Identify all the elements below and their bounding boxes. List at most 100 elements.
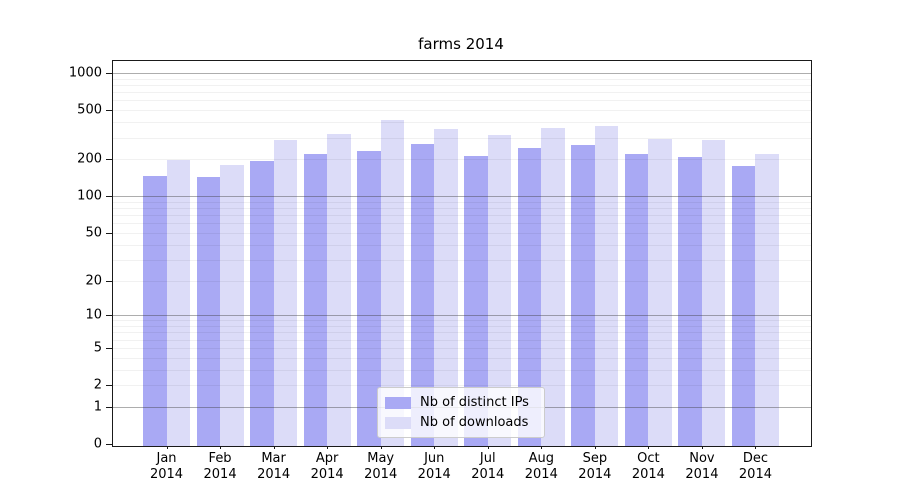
y-tick-mark-5 — [106, 347, 112, 349]
x-tick-label-jun: Jun 2014 — [402, 451, 466, 483]
bar-distinct-ips-dec — [731, 166, 756, 446]
bar-distinct-ips-aug — [517, 148, 542, 446]
x-tick-year-jun: 2014 — [417, 467, 451, 482]
x-tick-mark-dec — [755, 445, 757, 449]
legend-swatch-distinct-ips — [385, 396, 411, 409]
x-tick-year-mar: 2014 — [257, 467, 291, 482]
x-tick-year-may: 2014 — [364, 467, 398, 482]
bar-distinct-ips-jul — [464, 156, 488, 446]
y-tick-label-100: 100 — [77, 188, 102, 204]
gridline-600 — [113, 100, 811, 102]
y-tick-mark-1000 — [106, 72, 112, 74]
y-tick-label-1000: 1000 — [68, 65, 102, 81]
legend-item-downloads: Nb of downloads — [385, 414, 535, 431]
bar-downloads-dec — [755, 154, 779, 446]
x-tick-year-jan: 2014 — [149, 467, 184, 482]
x-tick-mark-sep — [594, 445, 596, 449]
bar-downloads-mar — [273, 140, 298, 446]
x-tick-label-jan: Jan 2014 — [135, 451, 199, 483]
y-tick-mark-200 — [106, 159, 112, 161]
x-tick-mark-may — [380, 445, 382, 449]
gridline-300 — [113, 137, 811, 139]
bar-distinct-ips-mar — [250, 160, 274, 446]
y-tick-mark-50 — [106, 232, 112, 234]
bar-downloads-may — [380, 120, 405, 446]
bar-downloads-aug — [541, 128, 565, 446]
y-tick-mark-2 — [106, 385, 112, 386]
x-tick-mark-mar — [273, 445, 275, 449]
x-tick-year-apr: 2014 — [310, 467, 344, 482]
gridline-400 — [113, 122, 811, 124]
x-tick-label-dec: Dec 2014 — [723, 451, 787, 483]
x-tick-year-jul: 2014 — [471, 467, 505, 482]
bar-downloads-jan — [166, 160, 191, 446]
x-tick-label-jul: Jul 2014 — [456, 451, 520, 483]
x-tick-label-oct: Oct 2014 — [616, 451, 680, 483]
y-tick-mark-0 — [106, 444, 112, 445]
x-tick-year-oct: 2014 — [631, 467, 665, 482]
gridline-900 — [113, 78, 811, 80]
bar-distinct-ips-sep — [571, 145, 595, 446]
x-tick-year-nov: 2014 — [685, 467, 719, 482]
y-tick-label-200: 200 — [77, 151, 102, 167]
chart-title: farms 2014 — [418, 35, 504, 53]
x-tick-mark-apr — [327, 445, 329, 449]
y-tick-label-10: 10 — [85, 307, 102, 323]
x-tick-mark-jun — [434, 445, 436, 449]
gridline-1000 — [113, 72, 811, 74]
gridline-800 — [113, 84, 811, 86]
x-tick-mark-aug — [541, 445, 543, 449]
bar-distinct-ips-feb — [196, 177, 221, 446]
bar-distinct-ips-jan — [143, 175, 167, 446]
y-tick-mark-10 — [106, 315, 112, 317]
x-tick-mark-jul — [487, 445, 489, 449]
x-tick-mark-jan — [166, 445, 168, 449]
y-tick-label-0: 0 — [93, 436, 102, 452]
bar-distinct-ips-apr — [303, 153, 328, 446]
bar-distinct-ips-nov — [678, 156, 702, 446]
plot-area: Nb of distinct IPs Nb of downloads — [112, 60, 812, 447]
legend-label-distinct-ips: Nb of distinct IPs — [420, 395, 529, 410]
y-tick-label-1: 1 — [93, 399, 102, 415]
bar-distinct-ips-oct — [624, 154, 649, 446]
y-tick-label-500: 500 — [77, 102, 102, 118]
x-tick-label-nov: Nov 2014 — [670, 451, 734, 483]
y-tick-mark-1 — [106, 406, 112, 408]
x-tick-mark-nov — [701, 445, 703, 449]
gridline-500 — [113, 110, 811, 112]
x-tick-mark-feb — [220, 445, 222, 449]
x-tick-year-dec: 2014 — [738, 467, 772, 482]
bar-downloads-oct — [648, 139, 672, 446]
x-tick-year-sep: 2014 — [578, 467, 612, 482]
x-tick-label-mar: Mar 2014 — [242, 451, 306, 483]
y-tick-label-2: 2 — [93, 377, 102, 393]
gridline-700 — [113, 92, 811, 94]
bar-downloads-apr — [327, 134, 351, 446]
y-tick-mark-500 — [106, 110, 112, 112]
x-tick-label-aug: Aug 2014 — [509, 451, 573, 483]
x-tick-label-apr: Apr 2014 — [295, 451, 359, 483]
x-tick-label-sep: Sep 2014 — [563, 451, 627, 483]
y-tick-label-5: 5 — [93, 340, 102, 356]
x-tick-mark-oct — [648, 445, 650, 449]
bar-distinct-ips-may — [357, 151, 381, 446]
y-tick-label-20: 20 — [85, 273, 102, 288]
bar-downloads-nov — [701, 139, 726, 446]
y-tick-mark-20 — [106, 280, 112, 282]
legend-item-distinct-ips: Nb of distinct IPs — [385, 394, 535, 411]
bar-downloads-feb — [220, 164, 244, 446]
x-tick-year-aug: 2014 — [524, 467, 558, 482]
bar-downloads-sep — [594, 126, 619, 446]
bar-distinct-ips-jun — [410, 143, 435, 446]
y-tick-label-50: 50 — [85, 225, 102, 241]
bar-downloads-jul — [487, 135, 512, 446]
x-tick-year-feb: 2014 — [203, 467, 237, 482]
legend-swatch-downloads — [385, 416, 411, 429]
y-tick-mark-100 — [106, 196, 112, 198]
legend-label-downloads: Nb of downloads — [420, 415, 529, 430]
legend: Nb of distinct IPs Nb of downloads — [377, 387, 545, 438]
x-tick-label-may: May 2014 — [349, 451, 413, 483]
bar-downloads-jun — [434, 129, 458, 446]
x-tick-label-feb: Feb 2014 — [188, 451, 252, 483]
